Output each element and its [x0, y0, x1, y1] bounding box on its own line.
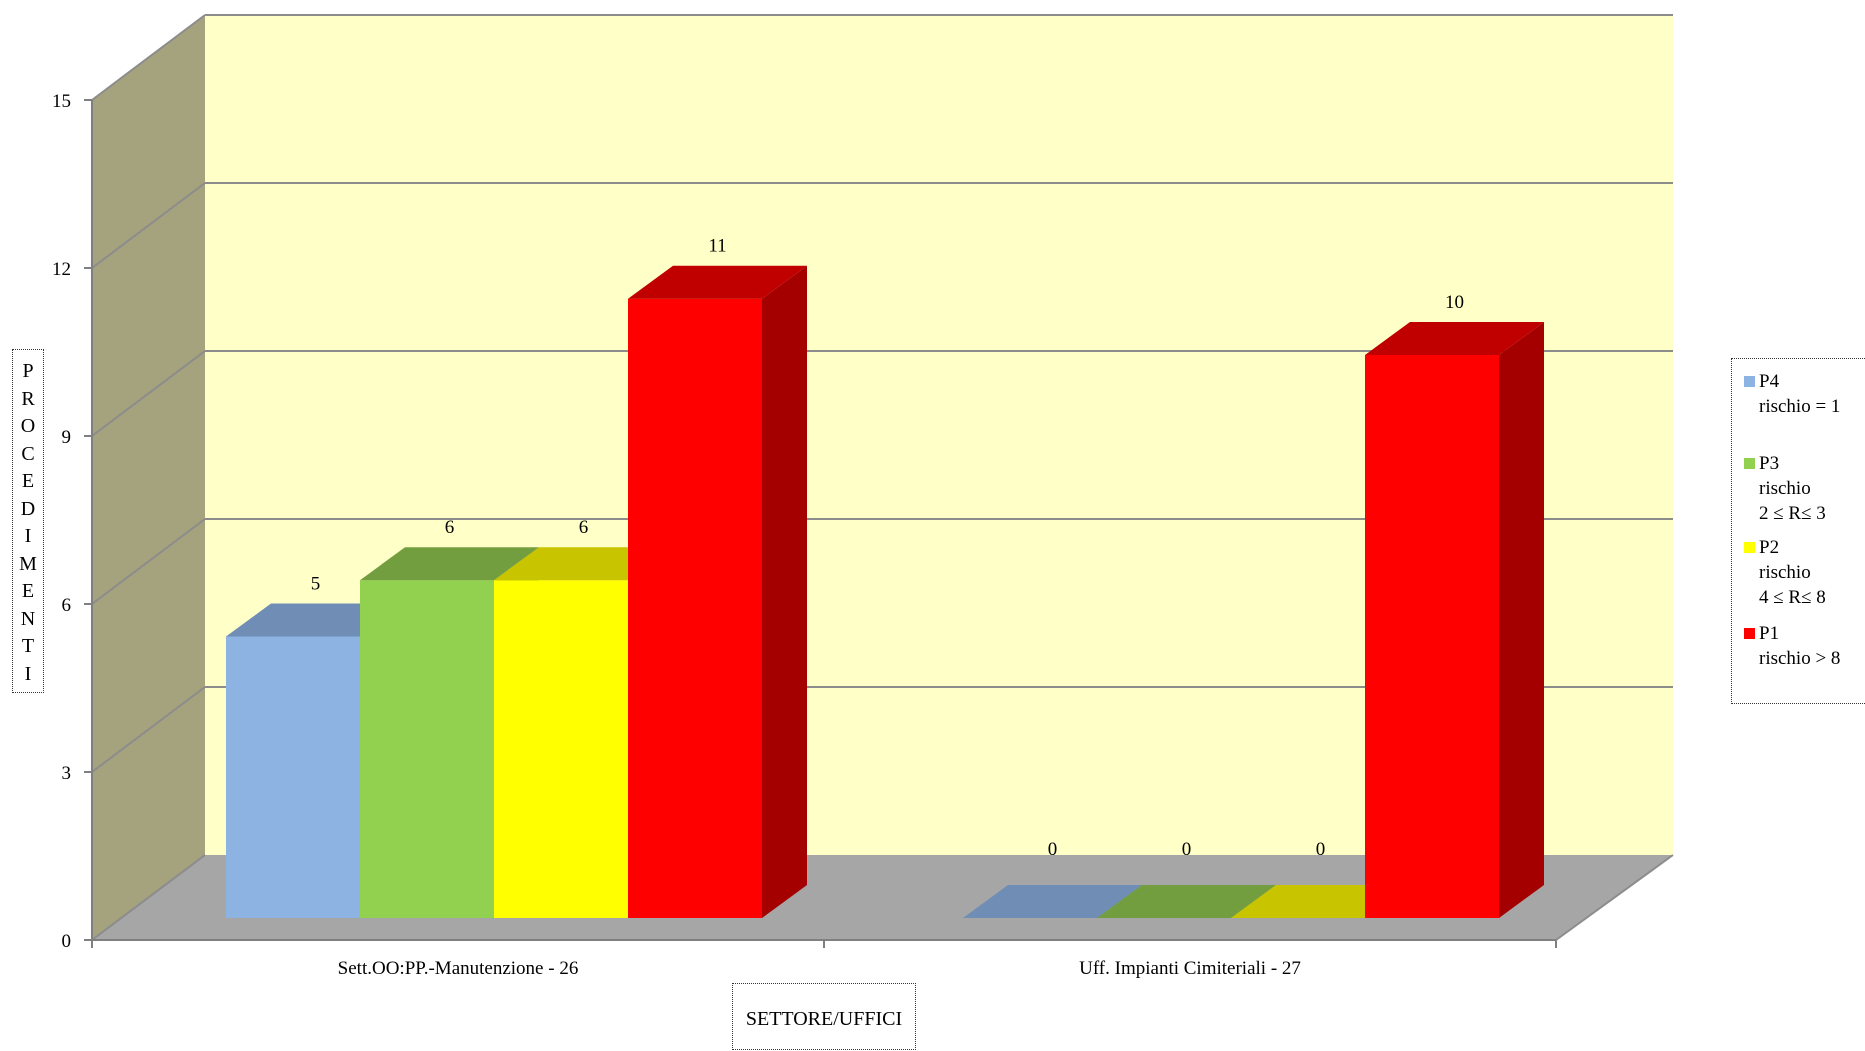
legend-item: P1 rischio > 8 [1744, 621, 1865, 671]
bar-front [226, 636, 360, 918]
bar [1365, 322, 1544, 918]
chart-axes: 0 3 6 9 12 15 Sett.OO:PP.-Manutenzione - 26 Uff… [52, 91, 1557, 979]
legend-item: P4 rischio = 1 [1744, 369, 1865, 419]
x-tick-label: Sett.OO:PP.-Manutenzione - 26 [338, 958, 579, 979]
bar [628, 265, 807, 918]
legend-label: P2 rischio 4 ≤ R≤ 8 [1759, 537, 1826, 608]
bar-side [1499, 322, 1544, 918]
x-axis-title-text: SETTORE/UFFICI [745, 1008, 903, 1030]
gridline-side [91, 182, 206, 269]
legend-item: P2 rischio 4 ≤ R≤ 8 [1744, 535, 1865, 610]
legend-swatch [1744, 628, 1755, 639]
bar-top [963, 885, 1142, 918]
gridline-side [91, 14, 206, 101]
y-tick-label: 9 [62, 427, 72, 448]
data-label: 6 [579, 517, 589, 538]
data-label: 0 [1316, 839, 1326, 860]
legend-swatch [1744, 542, 1755, 553]
data-label: 0 [1048, 839, 1058, 860]
bar-top [360, 547, 539, 581]
x-tick-label: Uff. Impianti Cimiteriali - 27 [1079, 958, 1301, 979]
bar-front [1365, 355, 1499, 918]
legend-swatch [1744, 458, 1755, 469]
y-axis-title-letter: T [21, 635, 35, 657]
gridline-side [91, 854, 206, 941]
gridline-side [91, 518, 206, 605]
legend-label: P3 rischio 2 ≤ R≤ 3 [1759, 453, 1826, 524]
y-axis-title-letter: E [21, 470, 35, 492]
bar-top [1097, 885, 1276, 918]
data-label: 11 [708, 236, 726, 257]
legend-swatch [1744, 376, 1755, 387]
bar-front [628, 298, 762, 918]
legend-label: P1 rischio > 8 [1759, 623, 1841, 669]
bar [1097, 885, 1276, 918]
bar-side [762, 265, 807, 918]
y-axis-title-letter: N [20, 607, 36, 630]
data-label: 6 [445, 517, 455, 538]
y-axis-title-letter: O [20, 415, 36, 437]
y-tick-label: 12 [52, 259, 71, 280]
side-wall [92, 15, 205, 940]
bar-front [494, 580, 628, 918]
y-axis-title-letter: E [21, 580, 35, 602]
bar-top [628, 265, 807, 299]
y-axis-title-letter: I [24, 525, 32, 547]
legend-label: P4 rischio = 1 [1759, 371, 1841, 417]
legend-item: P3 rischio 2 ≤ R≤ 3 [1744, 451, 1865, 526]
y-axis-title-letter: D [20, 497, 36, 520]
bar-top [1365, 322, 1544, 355]
data-label: 5 [311, 574, 321, 595]
y-axis-title-letter: C [21, 442, 35, 465]
y-tick-label: 6 [62, 595, 72, 616]
gridline-side [91, 350, 206, 437]
floor-right-edge [1555, 854, 1674, 941]
y-axis-title-letter: M [19, 552, 37, 575]
y-tick-label: 15 [52, 91, 71, 112]
gridline-side [91, 686, 206, 773]
data-label: 10 [1445, 292, 1464, 313]
data-label: 0 [1182, 839, 1192, 860]
legend: P4 rischio = 1 P3 rischio 2 ≤ R≤ 3 P2 risc… [1731, 358, 1865, 704]
bar [963, 885, 1142, 918]
bar-front [360, 580, 494, 918]
y-axis-title-letter: P [22, 360, 34, 382]
y-axis-title-letter: I [24, 662, 32, 685]
y-tick-label: 0 [62, 931, 72, 952]
chart-data-labels: 5 0 6 0 6 0 11 10 [311, 236, 1464, 860]
y-tick-label: 3 [62, 763, 72, 784]
y-axis-title-letter: R [21, 387, 35, 410]
chart-bars [226, 265, 1544, 918]
x-axis-title: SETTORE/UFFICI [732, 983, 916, 1050]
